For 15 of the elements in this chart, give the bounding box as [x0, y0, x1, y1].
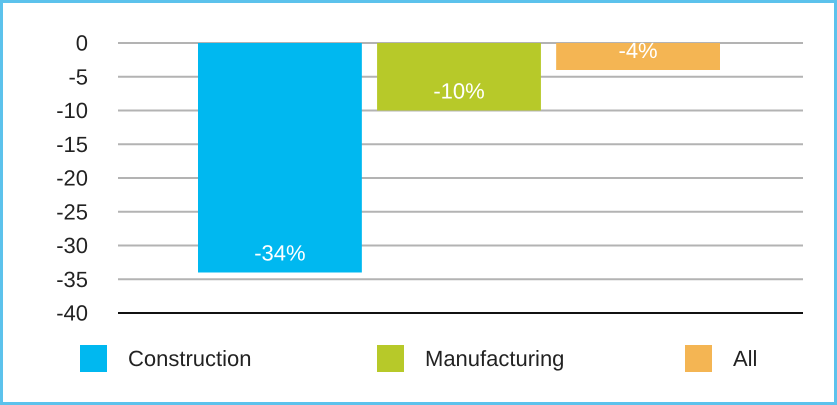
legend-label: Manufacturing [425, 346, 564, 372]
y-tick-label: -5 [68, 64, 88, 90]
legend-label: All [733, 346, 758, 372]
y-tick-label: 0 [76, 30, 88, 56]
data-label: -4% [618, 38, 658, 63]
y-tick-label: -30 [56, 233, 88, 258]
y-tick-label: -35 [56, 266, 88, 292]
legend-label: Construction [128, 346, 252, 372]
y-tick-label: -25 [56, 199, 88, 224]
y-tick-label: -10 [56, 98, 88, 124]
data-label: -10% [433, 78, 485, 104]
y-tick-label: -15 [56, 132, 88, 157]
y-tick-label: -40 [56, 300, 88, 326]
y-tick-label: -20 [56, 166, 88, 191]
data-label: -34% [254, 240, 306, 266]
